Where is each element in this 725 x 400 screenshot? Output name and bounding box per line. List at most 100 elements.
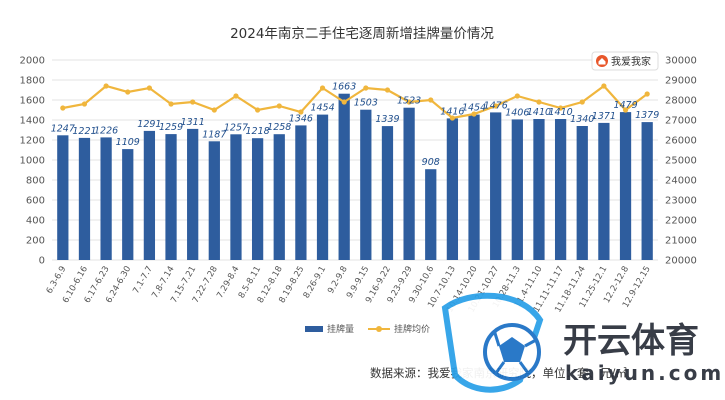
right-tick-label: 27000 — [665, 116, 697, 127]
left-tick-label: 800 — [26, 176, 45, 187]
bar — [251, 138, 264, 260]
line-point — [146, 85, 152, 91]
bar-series — [57, 93, 653, 261]
left-tick-label: 400 — [26, 216, 45, 227]
legend-item-line: 挂牌均价 — [368, 323, 430, 335]
bar-value-label: 1311 — [181, 117, 205, 128]
house-heart-icon — [596, 55, 608, 67]
bar — [122, 149, 134, 260]
bar-value-label: 1663 — [332, 82, 356, 93]
legend-swatch-bar — [305, 326, 323, 332]
bar-value-label: 1406 — [505, 107, 529, 118]
bar-value-label: 1226 — [94, 125, 118, 136]
line-point — [471, 111, 477, 117]
bar — [338, 93, 350, 260]
left-tick-label: 2000 — [20, 56, 45, 67]
line-point — [60, 105, 66, 111]
bar — [468, 114, 480, 260]
right-tick-label: 26000 — [665, 136, 697, 147]
bar — [208, 141, 220, 260]
right-tick-label: 20000 — [665, 256, 697, 267]
bar — [446, 118, 459, 261]
left-tick-label: 1400 — [20, 116, 45, 127]
right-tick-label: 23000 — [665, 196, 697, 207]
bar-value-label: 1503 — [354, 98, 378, 109]
category-label: 9.2-9.8 — [326, 265, 350, 296]
category-label: 6.3-6.9 — [45, 265, 69, 296]
bar — [316, 114, 329, 260]
left-tick-label: 1200 — [20, 136, 45, 147]
line-point — [276, 103, 282, 109]
left-tick-label: 1800 — [20, 76, 45, 87]
bar-value-label: 1476 — [484, 100, 508, 111]
bar — [78, 137, 91, 260]
right-tick-label: 29000 — [665, 76, 697, 87]
left-tick-label: 1000 — [20, 156, 45, 167]
bar — [533, 119, 545, 260]
bar — [57, 135, 69, 260]
bar — [273, 134, 285, 260]
bar-value-label: 1479 — [613, 100, 637, 111]
right-tick-label: 25000 — [665, 156, 697, 167]
right-tick-label: 24000 — [665, 176, 697, 187]
left-tick-label: 1600 — [20, 96, 45, 107]
left-axis-ticks: 0 200 400 600 800 1000 1200 1400 1600 1800 2000 — [20, 56, 45, 267]
bar-value-label: 1340 — [570, 114, 594, 125]
bar-value-label: 1523 — [397, 96, 421, 107]
bar-value-label: 1379 — [635, 110, 659, 121]
watermark: 开云体育 kaiyun.com — [441, 292, 721, 393]
category-labels: 6.3-6.96.10-6.166.17-6.236.24-6.307.1-7.… — [45, 265, 653, 315]
bar — [490, 112, 502, 261]
line-point — [341, 99, 347, 105]
brand-badge: 我爱我家 — [591, 51, 659, 71]
bar — [381, 126, 394, 260]
bar — [641, 122, 653, 260]
bar — [554, 119, 567, 260]
line-point — [601, 83, 607, 89]
line-point — [190, 99, 196, 105]
bar — [230, 134, 242, 260]
bar — [360, 109, 372, 260]
price-line — [62, 84, 648, 120]
soccer-ball-icon — [441, 292, 544, 393]
line-point — [558, 105, 564, 111]
right-tick-label: 22000 — [665, 216, 697, 227]
line-point — [536, 99, 542, 105]
chart-title: 2024年南京二手住宅逐周新增挂牌量价情况 — [230, 25, 494, 42]
left-tick-label: 200 — [26, 236, 45, 247]
category-label: 7.1-7.7 — [131, 265, 155, 296]
line-point — [81, 101, 88, 107]
line-point — [493, 103, 499, 109]
bar — [143, 130, 156, 260]
line-point — [168, 101, 174, 107]
bar-value-label: 1416 — [440, 106, 464, 117]
line-point — [449, 115, 455, 121]
bar — [598, 122, 610, 261]
right-tick-label: 28000 — [665, 96, 697, 107]
bar-value-label: 908 — [422, 157, 440, 168]
line-point — [211, 107, 217, 113]
brand-badge-text: 我爱我家 — [611, 55, 651, 68]
bar-value-label: 1109 — [116, 137, 140, 148]
bar — [165, 134, 177, 260]
legend-label-line: 挂牌均价 — [394, 323, 430, 335]
line-point — [428, 97, 434, 103]
bar-value-label: 1218 — [246, 126, 270, 137]
bar — [576, 126, 588, 260]
bar-value-label: 1371 — [592, 111, 616, 122]
line-point — [406, 99, 412, 105]
line-point — [319, 85, 326, 91]
bar-value-label: 1257 — [224, 122, 248, 133]
line-point — [125, 89, 131, 95]
bar-value-label: 1454 — [310, 103, 334, 114]
line-point — [255, 107, 261, 113]
left-tick-label: 0 — [39, 256, 45, 267]
line-point — [384, 87, 391, 93]
right-tick-label: 30000 — [665, 56, 697, 67]
line-point — [644, 91, 650, 97]
line-point — [298, 109, 304, 115]
right-axis-ticks: 20000 21000 22000 23000 24000 25000 26000 27000… — [665, 56, 697, 267]
bar — [619, 112, 632, 260]
bar-value-label: 1291 — [137, 119, 161, 130]
